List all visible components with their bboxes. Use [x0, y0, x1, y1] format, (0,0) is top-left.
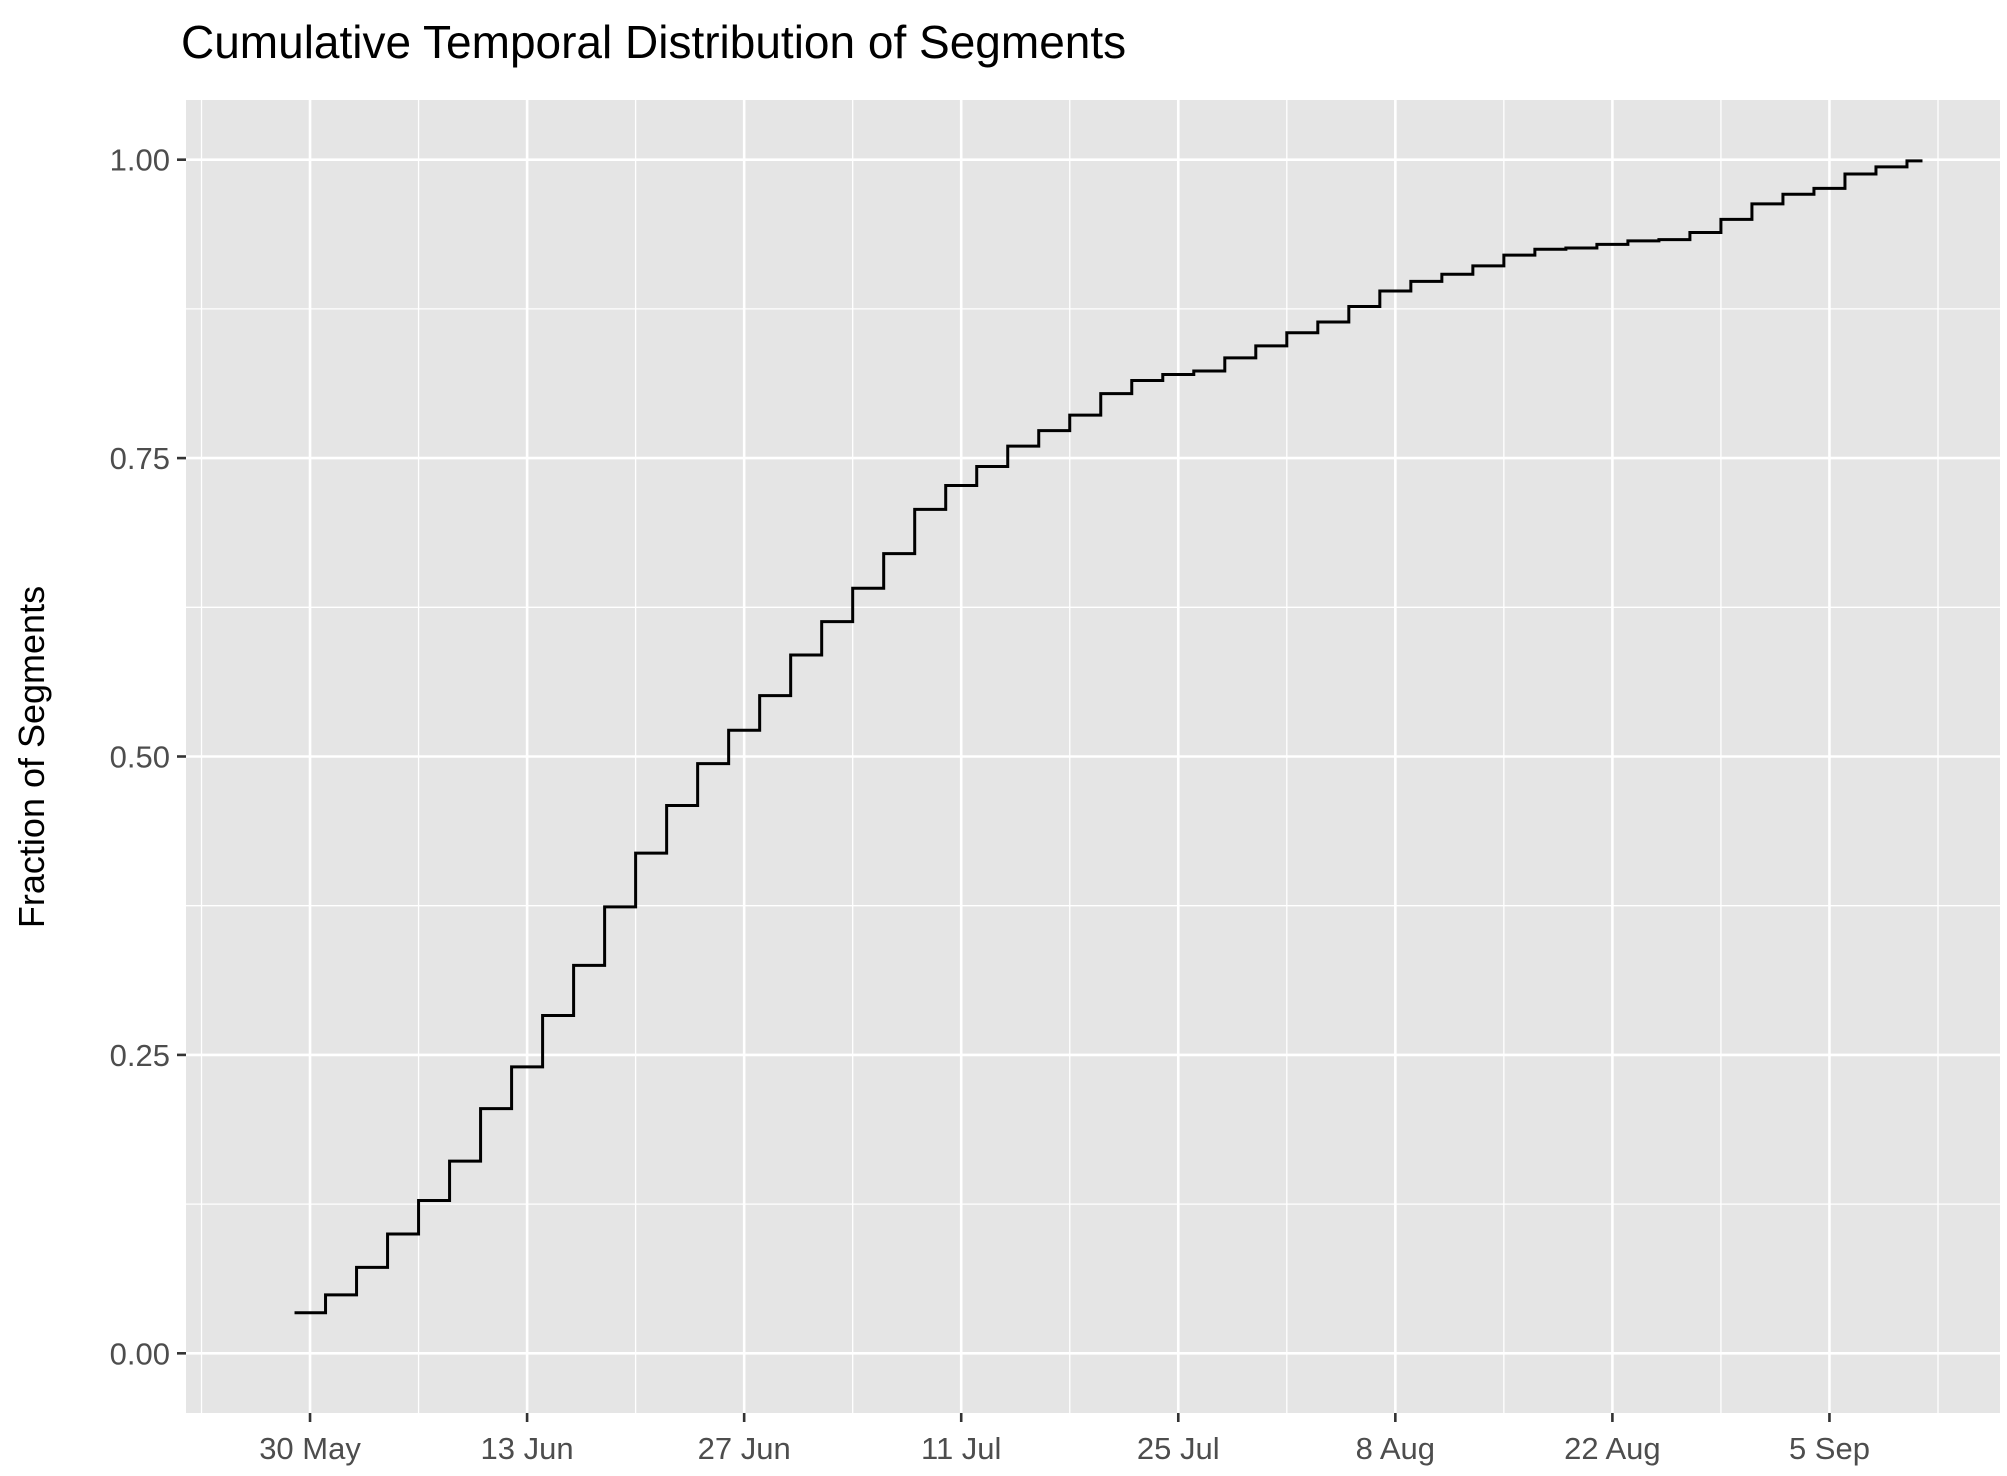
x-tick-label: 5 Sep — [1789, 1431, 1870, 1466]
x-axis: 30 May 13 Jun 27 Jun 11 Jul 25 Jul 8 Aug 22 Au… — [259, 1413, 1870, 1466]
x-tick-label: 25 Jul — [1137, 1431, 1220, 1466]
x-tick-label: 27 Jun — [698, 1431, 791, 1466]
y-tick-label: 1.00 — [110, 143, 170, 178]
x-tick-label: 30 May — [259, 1431, 361, 1466]
x-tick-label: 13 Jun — [481, 1431, 574, 1466]
y-axis-title: Fraction of Segments — [11, 586, 52, 928]
x-tick-label: 8 Aug — [1356, 1431, 1435, 1466]
y-tick-label: 0.50 — [110, 740, 170, 775]
y-tick-label: 0.00 — [110, 1336, 170, 1371]
major-gridlines — [186, 100, 2000, 1413]
y-axis: 0.00 0.25 0.50 0.75 1.00 — [110, 143, 186, 1371]
chart-title: Cumulative Temporal Distribution of Segm… — [181, 16, 1126, 68]
cumulative-step-line — [294, 159, 1923, 1315]
y-tick-label: 0.25 — [110, 1038, 170, 1073]
x-tick-label: 11 Jul — [921, 1431, 1001, 1466]
y-tick-label: 0.75 — [110, 441, 170, 476]
x-tick-label: 22 Aug — [1564, 1431, 1661, 1466]
